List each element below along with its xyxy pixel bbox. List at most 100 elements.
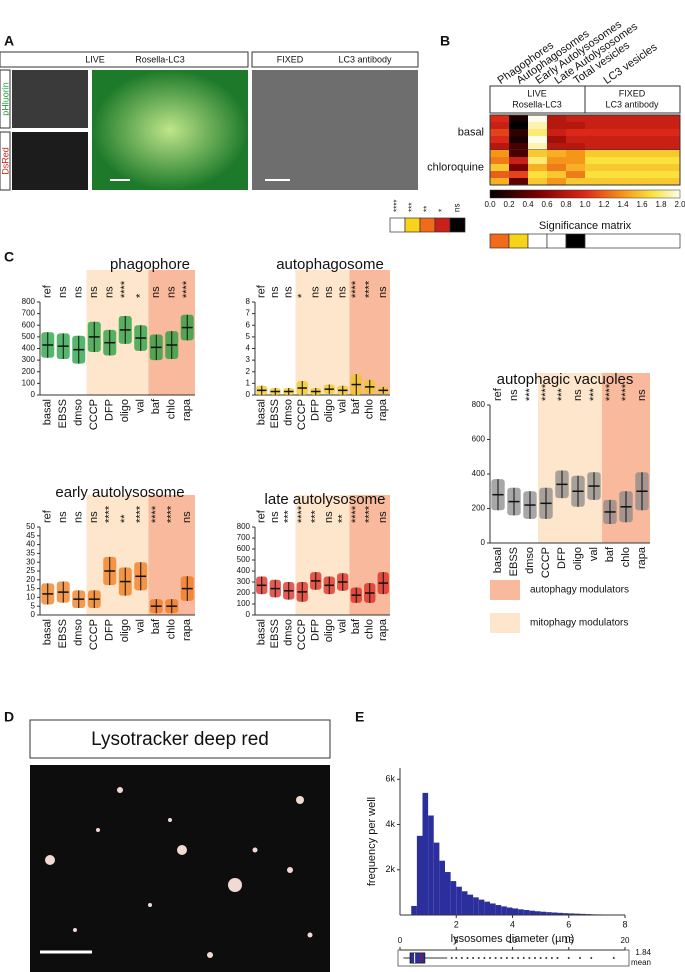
significance-key: ** [423,206,432,212]
significance-swatch [449,217,466,233]
outlier [455,957,458,959]
significance-swatch [419,217,436,233]
histogram-bar [467,894,474,915]
micrograph [12,132,88,190]
heatmap-cell [490,178,509,185]
row-label: chloroquine [427,161,484,173]
y-tick-label: 10 [26,593,35,602]
significance-title: Significance matrix [539,220,632,232]
significance-label: ns [104,286,116,298]
histogram-bar [461,891,468,915]
micrograph [30,765,330,972]
histogram-bar [557,912,564,915]
heatmap-cell [509,178,528,185]
x-tick-label: basal [42,399,54,425]
heatmap-cell [490,122,509,129]
heatmap-cell [547,115,566,122]
histogram-bar [428,815,434,915]
significance-label: ** [337,514,349,523]
significance-label: **** [350,505,362,523]
x-tick-label: 5 [454,936,459,945]
heatmap-cell [585,178,680,185]
y-tick-label: 600 [22,320,36,329]
heatmap-cell [490,157,509,164]
heatmap-cell [528,129,547,136]
significance-label: **** [540,383,552,401]
histogram-bar [506,907,513,915]
header: FIXED [619,88,646,98]
histogram-bar [439,860,445,915]
significance-label: ref [42,284,54,298]
heatmap-cell [547,122,566,129]
heatmap-cell [547,143,566,150]
histogram-bar [523,910,530,915]
mean-label: mean [631,958,651,967]
y-tick-label: 500 [22,332,36,341]
histogram-bar [529,910,535,915]
x-tick-label: dmso [524,547,536,574]
legend-swatch [490,580,520,600]
significance-key: ns [453,204,462,212]
x-tick-label: baf [350,398,362,414]
heatmap-cell [490,171,509,178]
significance-label: **** [620,383,632,401]
significance-cell [584,233,681,249]
significance-label: ns [57,511,69,523]
heatmap-cell [566,136,585,143]
outlier [500,957,503,959]
heatmap-cell [566,164,585,171]
heatmap-cell [509,171,528,178]
title-box [29,719,331,759]
x-tick-label: chlo [166,619,178,639]
histogram-bar [574,913,580,915]
significance-label: ns [337,286,349,298]
significance-label: **** [135,505,147,523]
significance-label: ref [492,387,504,401]
significance-label: ns [88,511,100,523]
y-axis-label: frequency per well [366,797,378,886]
colorbar-tick-label: 1.2 [598,200,610,209]
outlier [522,957,525,959]
colorbar-tick-label: 2.0 [674,200,685,209]
histogram-bar [540,911,547,915]
y-tick-label: 400 [472,469,486,478]
significance-label: ns [269,286,281,298]
heatmap-cell [585,122,680,129]
heatmap-cell [528,115,547,122]
x-tick-label: CCCP [88,619,100,650]
significance-cell [508,233,529,249]
x-tick-label: DFP [310,399,322,421]
panel-title: Lysotracker deep red [91,729,269,750]
outlier [545,957,548,959]
significance-cell [546,233,567,249]
heatmap-cell [509,164,528,171]
y-tick-label: 4 [246,344,251,353]
x-tick-label: 4 [510,919,515,929]
heatmap-cell [509,157,528,164]
histogram-bar [580,913,586,915]
x-tick-label: chlo [620,547,632,567]
header: LC3 antibody [605,99,659,109]
shading [295,270,350,395]
outlier [534,957,536,959]
histogram-bar [456,886,462,915]
outlier [550,957,553,959]
x-tick-label: 10 [508,936,517,945]
y-tick-label: 25 [26,566,35,575]
chart-title: late autolysosome [265,491,386,508]
histogram-bar [450,881,457,915]
legend-label: mitophagy modulators [530,618,628,629]
y-tick-label: 800 [22,297,36,306]
panel-label: B [440,33,450,49]
significance-label: **** [364,280,376,298]
heatmap-cell [566,129,585,136]
outlier [517,957,520,959]
y-tick-label: 700 [22,309,36,318]
chart-title: autophagosome [276,256,384,273]
heatmap-cell [566,115,585,122]
legend-swatch [490,613,520,633]
y-tick-label: 35 [26,549,35,558]
significance-label: **** [604,383,616,401]
x-tick-label: basal [256,619,268,645]
